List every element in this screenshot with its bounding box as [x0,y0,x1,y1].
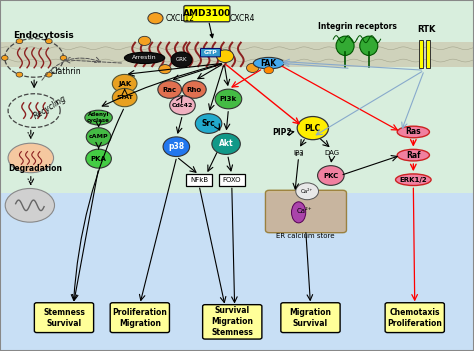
FancyBboxPatch shape [419,40,423,68]
Circle shape [318,166,344,185]
Text: PLC: PLC [305,124,321,133]
Text: Clathrin: Clathrin [51,67,82,77]
Circle shape [159,65,171,74]
Circle shape [182,81,206,98]
Ellipse shape [397,149,429,161]
Text: AMD3100: AMD3100 [182,9,231,18]
Text: DAG: DAG [324,150,339,156]
FancyBboxPatch shape [0,42,474,67]
Circle shape [46,72,52,77]
FancyBboxPatch shape [219,174,245,186]
Text: PIP2: PIP2 [273,128,292,137]
Text: ERK1/2: ERK1/2 [400,177,427,183]
Text: cAMP: cAMP [89,134,109,139]
Circle shape [16,39,23,44]
Circle shape [112,74,137,93]
Text: Rac: Rac [163,86,177,93]
Text: GRK: GRK [176,57,187,62]
Text: Proliferation
Migration: Proliferation Migration [112,307,167,328]
Text: ER calcium store: ER calcium store [276,233,335,239]
Polygon shape [0,0,474,193]
Text: Survival
Migration
Stemness: Survival Migration Stemness [211,306,253,337]
Text: Cdc42: Cdc42 [172,103,193,108]
Circle shape [46,39,52,44]
Ellipse shape [85,110,112,125]
Text: Integrin receptors: Integrin receptors [319,22,397,31]
Circle shape [16,72,23,77]
Circle shape [215,89,242,109]
Ellipse shape [292,202,306,223]
Circle shape [297,117,328,140]
Circle shape [148,13,163,24]
Circle shape [60,55,67,60]
Text: IP3: IP3 [295,152,304,157]
Text: p38: p38 [168,142,184,151]
Text: Endocytosis: Endocytosis [13,31,74,40]
Text: Src: Src [201,119,216,128]
Text: Migration
Survival: Migration Survival [290,307,331,328]
Text: PKC: PKC [323,172,338,179]
Text: IP3: IP3 [293,150,304,156]
Text: PI3k: PI3k [220,96,237,102]
Circle shape [195,114,222,133]
Text: Adenyl
cyclase: Adenyl cyclase [87,112,110,123]
Circle shape [138,37,151,45]
Text: Ras: Ras [406,127,421,137]
FancyBboxPatch shape [201,48,220,57]
Ellipse shape [124,52,165,64]
FancyBboxPatch shape [110,303,169,333]
Circle shape [170,96,195,115]
Text: Raf: Raf [406,151,420,160]
Circle shape [86,128,111,146]
Ellipse shape [395,174,431,186]
Text: Recycling: Recycling [32,93,68,121]
Circle shape [217,50,234,62]
Text: Chemotaxis
Proliferation: Chemotaxis Proliferation [387,307,442,328]
Text: RTK: RTK [418,25,436,34]
Text: FOXO: FOXO [222,177,241,183]
Ellipse shape [397,126,429,138]
Text: PKA: PKA [91,155,107,162]
Text: CXCR4: CXCR4 [230,14,255,23]
Text: Ca²⁺: Ca²⁺ [301,189,313,194]
Circle shape [264,67,273,74]
Polygon shape [0,193,474,351]
Circle shape [86,149,111,168]
FancyBboxPatch shape [265,190,346,233]
Circle shape [212,133,240,154]
FancyBboxPatch shape [281,303,340,333]
Text: Degradation: Degradation [9,164,63,173]
Text: STAT: STAT [116,95,133,100]
Text: CXCL12: CXCL12 [166,14,195,23]
Ellipse shape [336,36,354,55]
Text: JAK: JAK [118,80,131,87]
FancyBboxPatch shape [385,303,444,333]
Text: Rho: Rho [187,86,202,93]
Circle shape [163,137,190,157]
Circle shape [246,63,259,72]
Circle shape [112,88,137,107]
FancyBboxPatch shape [186,174,212,186]
Circle shape [296,183,319,200]
Text: Ca²⁺: Ca²⁺ [297,208,312,214]
Text: Stemness
Survival: Stemness Survival [43,307,85,328]
Text: NFkB: NFkB [190,177,208,183]
Text: Arrestin: Arrestin [132,55,157,60]
Ellipse shape [360,36,378,55]
Text: FAK: FAK [261,59,277,68]
Text: GTP: GTP [203,50,218,55]
Ellipse shape [253,57,284,69]
FancyBboxPatch shape [35,303,94,333]
FancyBboxPatch shape [426,40,430,68]
Circle shape [158,81,182,98]
FancyBboxPatch shape [202,305,262,339]
Ellipse shape [5,188,55,222]
Circle shape [1,55,8,60]
FancyBboxPatch shape [184,6,230,22]
Circle shape [171,52,192,67]
Text: Akt: Akt [219,139,233,148]
Ellipse shape [8,143,54,173]
